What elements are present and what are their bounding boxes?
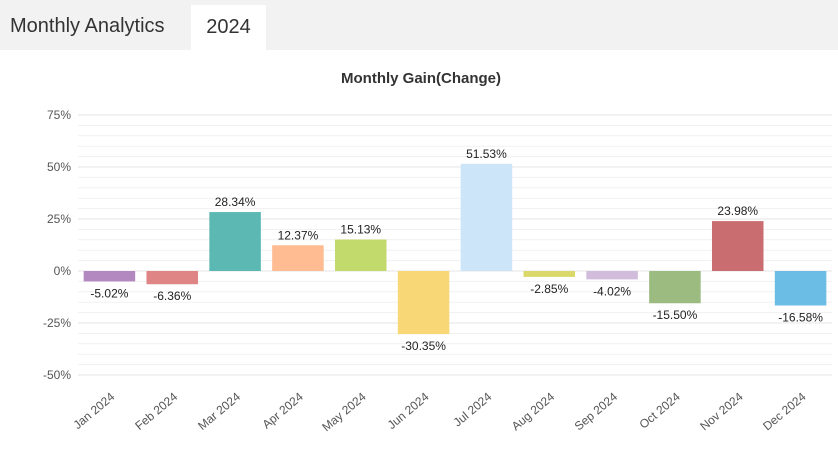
bar bbox=[209, 212, 261, 271]
y-tick-label: -50% bbox=[43, 368, 71, 382]
y-tick-label: 75% bbox=[47, 108, 71, 122]
data-label: 12.37% bbox=[278, 228, 319, 242]
monthly-gain-chart: Monthly Gain(Change) 75% 50% 25% 0% -25% -50%… bbox=[43, 70, 832, 434]
bar bbox=[649, 271, 701, 304]
header-bar: Monthly Analytics 2024 bbox=[0, 0, 838, 50]
x-tick-label: Feb 2024 bbox=[132, 389, 180, 433]
data-label: -15.50% bbox=[653, 308, 698, 322]
bar bbox=[523, 271, 576, 277]
y-tick-label: -25% bbox=[43, 316, 71, 330]
x-tick-label: Nov 2024 bbox=[697, 389, 746, 433]
x-tick-label: Mar 2024 bbox=[195, 389, 243, 433]
data-labels: -5.02% -6.36% 28.34% 12.37% 15.13% -30.35% 51.… bbox=[90, 147, 823, 353]
y-tick-label: 25% bbox=[47, 212, 71, 226]
bar bbox=[711, 221, 764, 271]
bar bbox=[774, 271, 827, 306]
x-tick-label: Apr 2024 bbox=[260, 389, 307, 431]
data-label: -30.35% bbox=[401, 339, 446, 353]
bar bbox=[397, 271, 450, 335]
x-axis: Jan 2024 Feb 2024 Mar 2024 Apr 2024 May 2024… bbox=[71, 389, 809, 434]
data-label: -2.85% bbox=[530, 282, 568, 296]
bar bbox=[272, 245, 324, 271]
tab-year-2024[interactable]: 2024 bbox=[191, 5, 266, 50]
x-tick-label: Jul 2024 bbox=[451, 389, 495, 429]
data-label: -5.02% bbox=[90, 286, 128, 300]
x-tick-label: Sep 2024 bbox=[572, 389, 621, 433]
x-tick-label: May 2024 bbox=[319, 389, 369, 434]
x-tick-label: Jun 2024 bbox=[385, 389, 432, 432]
data-label: 28.34% bbox=[215, 195, 256, 209]
bars bbox=[83, 163, 827, 335]
y-axis: 75% 50% 25% 0% -25% -50% bbox=[43, 108, 71, 382]
gridlines bbox=[78, 114, 832, 376]
data-label: -4.02% bbox=[593, 284, 631, 298]
data-label: 15.13% bbox=[340, 223, 381, 237]
x-tick-label: Jan 2024 bbox=[71, 389, 118, 432]
bar bbox=[460, 163, 513, 271]
data-label: 23.98% bbox=[717, 204, 758, 218]
x-tick-label: Dec 2024 bbox=[760, 389, 809, 433]
page-title: Monthly Analytics bbox=[10, 15, 165, 37]
data-label: -6.36% bbox=[153, 289, 191, 303]
bar bbox=[146, 271, 199, 285]
data-label: 51.53% bbox=[466, 147, 507, 161]
bar bbox=[83, 271, 136, 282]
x-tick-label: Oct 2024 bbox=[637, 389, 684, 431]
x-tick-label: Aug 2024 bbox=[509, 389, 558, 433]
chart-title: Monthly Gain(Change) bbox=[341, 70, 501, 87]
bar bbox=[334, 239, 387, 271]
y-tick-label: 0% bbox=[54, 264, 72, 278]
data-label: -16.58% bbox=[778, 310, 823, 324]
bar bbox=[586, 271, 638, 280]
y-tick-label: 50% bbox=[47, 160, 71, 174]
